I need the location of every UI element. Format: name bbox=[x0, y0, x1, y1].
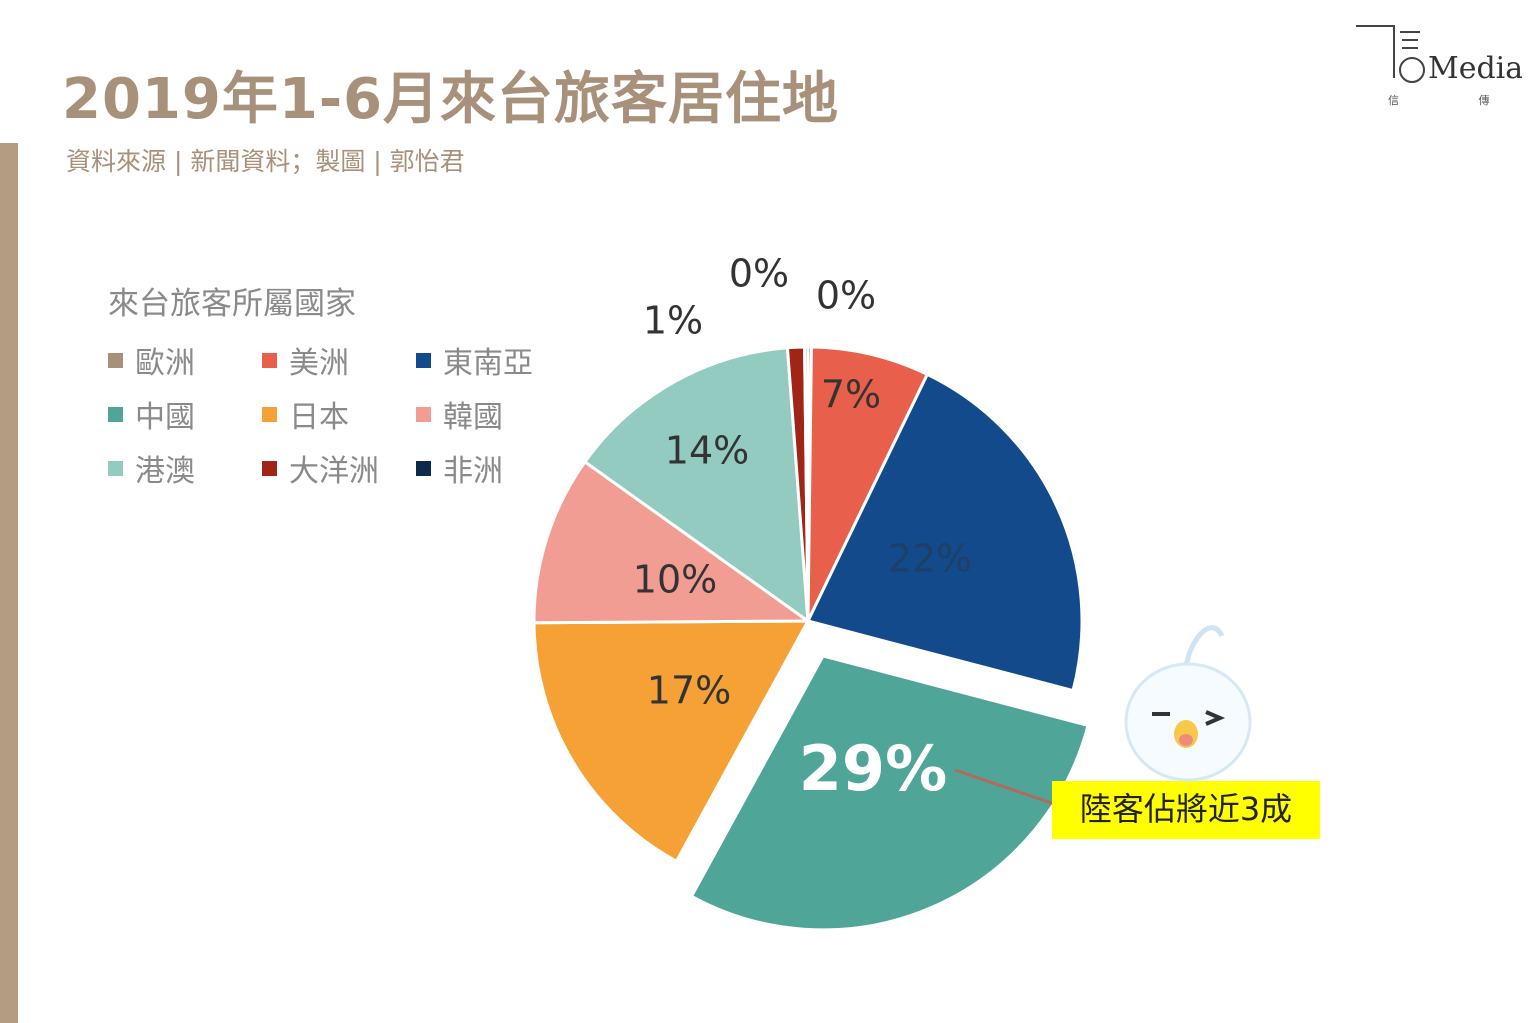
slice-label: 0% bbox=[729, 252, 789, 296]
callout-leader bbox=[954, 768, 1061, 808]
legend-swatch bbox=[416, 406, 431, 422]
legend-item: 韓國 bbox=[416, 397, 570, 435]
legend-label: 港澳 bbox=[135, 454, 195, 489]
legend-label: 東南亞 bbox=[443, 346, 533, 381]
legend-label: 中國 bbox=[135, 400, 195, 435]
callout-box bbox=[1052, 781, 1320, 839]
slice-label: 10% bbox=[633, 558, 717, 602]
slice-label: 0% bbox=[816, 274, 876, 318]
legend-item: 港澳 bbox=[108, 451, 262, 489]
logo-wordmark: Media bbox=[1428, 51, 1522, 86]
legend-label: 日本 bbox=[289, 400, 349, 435]
legend-item: 美洲 bbox=[262, 343, 416, 381]
legend-item: 歐洲 bbox=[108, 343, 262, 381]
legend-label: 大洋洲 bbox=[289, 454, 379, 489]
side-accent-bar bbox=[0, 143, 18, 1023]
callout-text: 陸客佔將近3成 bbox=[1080, 790, 1292, 828]
legend-item: 大洋洲 bbox=[262, 451, 416, 489]
legend-item: 非洲 bbox=[416, 451, 570, 489]
pie-slice bbox=[806, 345, 930, 622]
legend-swatch bbox=[262, 406, 277, 422]
legend-title: 來台旅客所屬國家 bbox=[108, 286, 356, 322]
legend-label: 美洲 bbox=[289, 346, 349, 381]
slice-label: 7% bbox=[821, 373, 881, 417]
slice-label: 22% bbox=[888, 537, 972, 581]
page-subtitle: 資料來源 | 新聞資料；製圖 | 郭怡君 bbox=[66, 147, 465, 176]
legend-label: 韓國 bbox=[443, 400, 503, 435]
slice-label: 29% bbox=[799, 732, 947, 805]
legend-swatch bbox=[416, 352, 431, 368]
legend-grid: 歐洲 美洲 東南亞中國 日本 韓國港澳 大洋洲 非洲 bbox=[108, 343, 570, 489]
legend-swatch bbox=[108, 352, 123, 368]
legend-swatch bbox=[108, 460, 123, 476]
slice-label: 1% bbox=[643, 299, 703, 343]
pie-slice bbox=[805, 372, 1084, 693]
pie-slice bbox=[803, 345, 810, 622]
page-title: 2019年1-6月來台旅客居住地 bbox=[62, 67, 840, 132]
legend-item: 東南亞 bbox=[416, 343, 570, 381]
media-logo: Media 信 傳 媒 bbox=[1356, 25, 1522, 107]
slice-label: 14% bbox=[665, 429, 749, 473]
mascot-illustration bbox=[1124, 625, 1252, 782]
legend-swatch bbox=[262, 460, 277, 476]
legend-label: 非洲 bbox=[443, 454, 503, 489]
pie-slice bbox=[532, 619, 811, 864]
pie-slice bbox=[532, 459, 813, 625]
legend-item: 中國 bbox=[108, 397, 262, 435]
slice-label: 17% bbox=[647, 669, 731, 713]
chart-legend: 來台旅客所屬國家 歐洲 美洲 東南亞中國 日本 韓國港澳 大洋洲 非洲 bbox=[108, 278, 570, 489]
legend-label: 歐洲 bbox=[135, 346, 195, 381]
legend-swatch bbox=[262, 352, 277, 368]
pie-slice bbox=[582, 346, 810, 625]
legend-item: 日本 bbox=[262, 397, 416, 435]
legend-swatch bbox=[108, 406, 123, 422]
logo-subtext: 信 傳 媒 bbox=[1388, 94, 1522, 107]
legend-swatch bbox=[416, 460, 431, 476]
